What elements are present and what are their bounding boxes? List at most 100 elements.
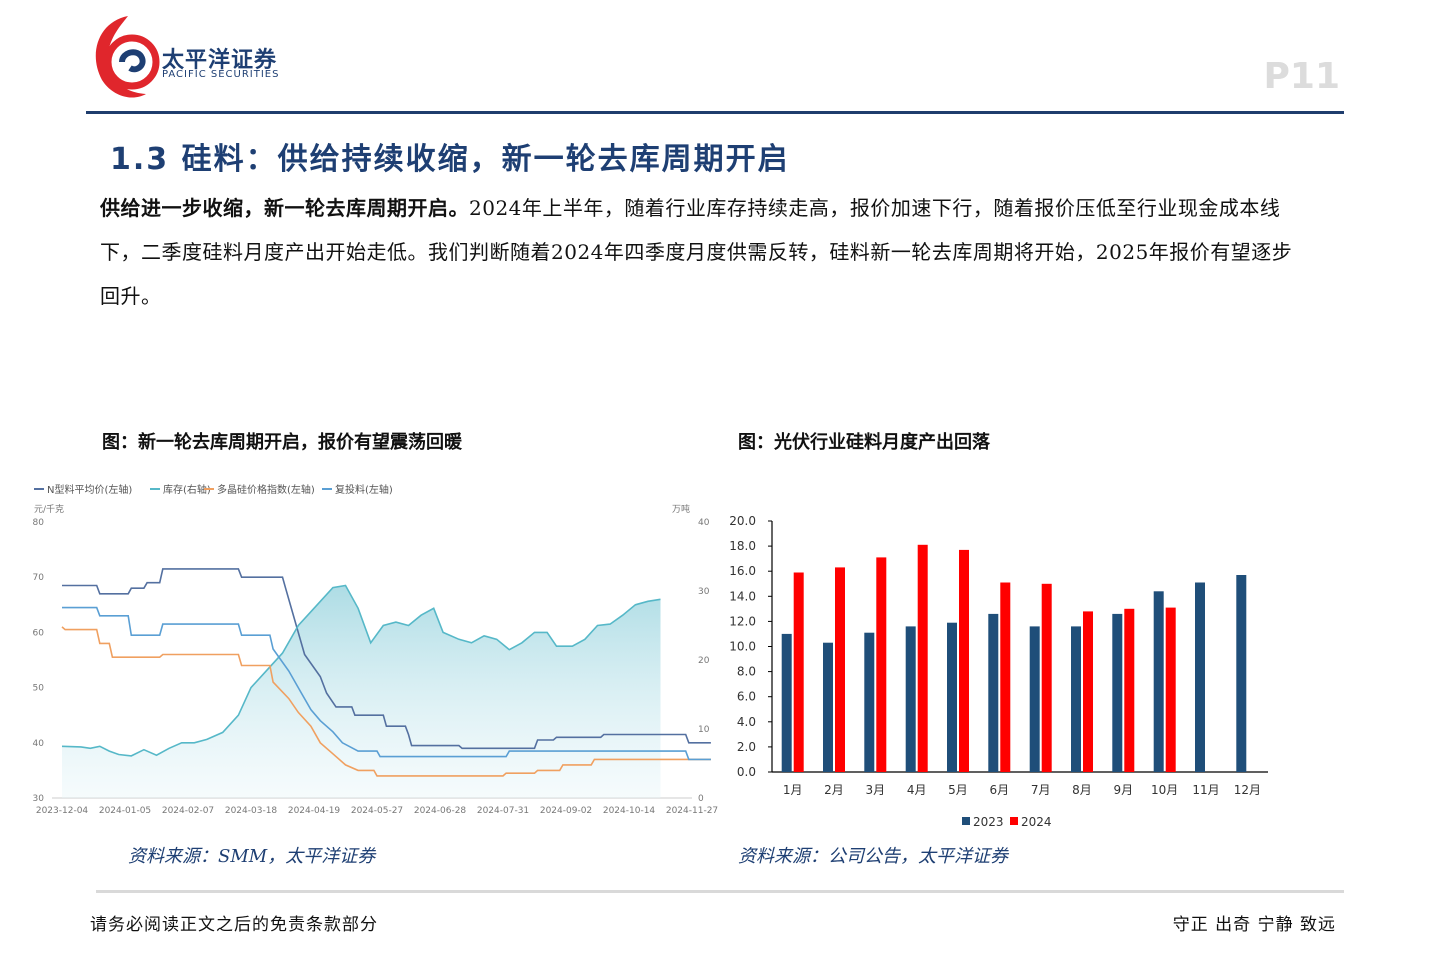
legend-label: 2023 (973, 815, 1004, 829)
x-tick-label: 3月 (866, 783, 886, 797)
bar-2023 (988, 613, 999, 772)
right-y-tick: 10 (698, 725, 710, 735)
bar-2023 (823, 642, 833, 772)
left-y-tick: 50 (33, 684, 45, 694)
x-tick-label: 2023-12-04 (36, 806, 89, 816)
x-tick-label: 9月 (1114, 783, 1134, 797)
bar-2023 (905, 626, 916, 772)
y-tick-label: 12.0 (729, 614, 756, 628)
y-tick-label: 20.0 (729, 514, 756, 528)
x-tick-label: 2024-01-05 (99, 806, 151, 816)
bar-2024 (1165, 607, 1176, 772)
legend-swatch (1010, 817, 1018, 825)
legend-label: 2024 (1021, 815, 1052, 829)
legend-label: 多晶硅价格指数(左轴) (217, 483, 315, 496)
x-tick-label: 2024-09-02 (540, 806, 592, 816)
footer-motto: 守正 出奇 宁静 致远 (1172, 915, 1336, 935)
bar-2023 (1071, 626, 1081, 772)
legend-label: 库存(右轴) (163, 483, 211, 496)
bar-2023 (1153, 591, 1164, 772)
logo-english-name: PACIFIC SECURITIES (162, 69, 280, 80)
y-tick-label: 18.0 (729, 539, 756, 553)
bar-2024 (1041, 583, 1052, 773)
footer-disclaimer: 请务必阅读正文之后的免责条款部分 (90, 915, 378, 935)
x-tick-label: 4月 (907, 783, 927, 797)
bar-chart: 20.0 18.0 16.0 14.0 12.0 10.0 8.0 6.0 4.0 2.0 0.0 1… (729, 514, 1268, 829)
x-tick-label: 2024-05-27 (351, 806, 403, 816)
x-tick-label: 7月 (1031, 783, 1051, 797)
logo-chinese-name: 太平洋证券 (162, 48, 278, 73)
left-y-tick: 80 (33, 518, 45, 528)
header-divider (86, 111, 1344, 114)
left-y-tick: 70 (33, 573, 45, 583)
legend-label: N型料平均价(左轴) (47, 483, 132, 496)
right-y-tick: 0 (698, 794, 704, 804)
left-figure-title: 图：新一轮去库周期开启，报价有望震荡回暖 (102, 432, 462, 453)
left-y-tick: 40 (33, 739, 45, 749)
y-tick-label: 0.0 (737, 765, 756, 779)
y-tick-label: 8.0 (737, 665, 756, 679)
left-axis-unit: 元/千克 (34, 504, 64, 515)
series-line-1 (62, 568, 711, 750)
right-y-tick: 20 (698, 656, 710, 666)
x-tick-label: 1月 (783, 783, 803, 797)
right-figure-source: 资料来源：公司公告，太平洋证券 (738, 846, 1008, 867)
x-tick-label: 2024-07-31 (477, 806, 529, 816)
legend-label: 复投料(左轴) (335, 483, 393, 496)
bar-2024 (1000, 582, 1011, 772)
right-y-tick: 40 (698, 518, 710, 528)
inventory-area (62, 585, 661, 798)
bar-2024 (876, 557, 887, 772)
body-text: 2024年上半年，随着行业库存持续走高，报价加速下行，随着报价压低至行业现金成本… (100, 196, 1293, 308)
y-tick-label: 10.0 (729, 640, 756, 654)
x-tick-label: 2024-03-18 (225, 806, 278, 816)
bar-2023 (1236, 575, 1247, 772)
series-line-3 (61, 626, 711, 777)
legend-swatch (962, 817, 970, 825)
x-tick-label: 2024-10-14 (603, 806, 656, 816)
left-figure-source: 资料来源：SMM，太平洋证券 (128, 846, 376, 867)
body-paragraph: 供给进一步收缩，新一轮去库周期开启。2024年上半年，随着行业库存持续走高，报价… (100, 186, 1310, 318)
y-tick-label: 16.0 (729, 564, 756, 578)
section-title: 1.3 硅料：供给持续收缩，新一轮去库周期开启 (110, 142, 790, 177)
x-tick-label: 10月 (1151, 783, 1178, 797)
right-axis-unit: 万吨 (672, 503, 690, 515)
x-tick-label: 2月 (824, 783, 844, 797)
bar-2023 (1195, 582, 1205, 772)
x-tick-label: 12月 (1234, 783, 1261, 797)
left-y-tick: 60 (33, 628, 45, 638)
y-tick-label: 4.0 (737, 715, 756, 729)
bar-2024 (917, 544, 928, 772)
x-tick-label: 8月 (1072, 783, 1092, 797)
series-line-4 (62, 606, 711, 761)
line-chart: N型料平均价(左轴) 库存(右轴) 多晶硅价格指数(左轴) 复投料(左轴) 元/千克 万吨… (33, 483, 719, 816)
lead-sentence: 供给进一步收缩，新一轮去库周期开启。 (100, 196, 469, 220)
page-number: P11 (1263, 56, 1340, 97)
x-tick-label: 2024-11-27 (666, 806, 718, 816)
bar-2024 (835, 567, 845, 772)
bar-2023 (947, 622, 957, 772)
right-y-tick: 30 (698, 587, 710, 597)
x-tick-label: 2024-02-07 (162, 806, 214, 816)
bar-2023 (864, 632, 875, 772)
series-line-2 (61, 584, 661, 757)
bar-2023 (1112, 613, 1123, 772)
x-tick-label: 2024-06-28 (414, 806, 467, 816)
bar-2024 (1083, 611, 1093, 772)
bar-2024 (1124, 608, 1135, 772)
left-y-tick: 30 (33, 794, 45, 804)
right-figure-title: 图：光伏行业硅料月度产出回落 (738, 432, 990, 453)
bar-2023 (1029, 626, 1040, 772)
bar-2024 (793, 572, 804, 772)
bar-2023 (781, 633, 792, 772)
bar-2024 (959, 549, 969, 772)
y-tick-label: 6.0 (737, 690, 756, 704)
x-tick-label: 5月 (948, 783, 968, 797)
y-tick-label: 2.0 (737, 740, 756, 754)
x-tick-label: 6月 (990, 783, 1010, 797)
footer-divider (96, 890, 1344, 893)
x-tick-label: 11月 (1192, 783, 1219, 797)
company-logo (95, 16, 160, 98)
y-tick-label: 14.0 (729, 589, 756, 603)
x-tick-label: 2024-04-19 (288, 806, 341, 816)
